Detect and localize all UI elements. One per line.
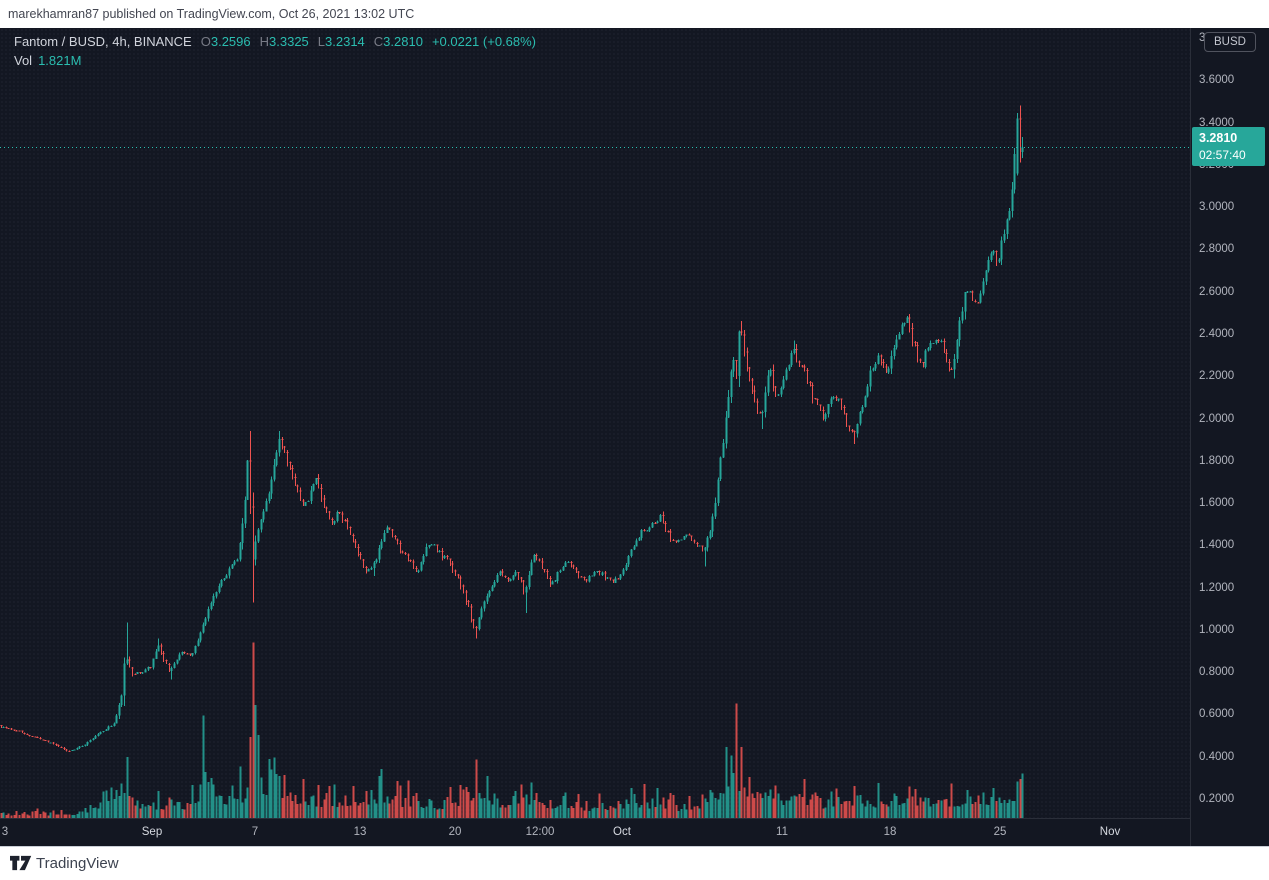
time-tick-label: Oct bbox=[613, 826, 631, 838]
tradingview-logo-icon[interactable] bbox=[10, 853, 32, 878]
ohlc-value: 3.2596 bbox=[210, 34, 251, 49]
published-text: marekhamran87 published on TradingView.c… bbox=[8, 7, 415, 21]
ohlc-value: 3.3325 bbox=[269, 34, 309, 49]
price-tick-label: 0.8000 bbox=[1199, 666, 1235, 679]
price-tick-label: 3.6000 bbox=[1199, 74, 1235, 87]
time-tick-label: 11 bbox=[776, 826, 788, 838]
tradingview-wordmark[interactable]: TradingView bbox=[36, 855, 119, 872]
price-tick-label: 0.2000 bbox=[1199, 793, 1235, 805]
price-tick-label: 0.6000 bbox=[1199, 708, 1235, 721]
time-tick-label: Sep bbox=[141, 826, 163, 838]
time-tick-label: 13 bbox=[353, 826, 367, 838]
price-axis[interactable]: 3.80003.60003.40003.20003.00002.80002.60… bbox=[1190, 28, 1269, 846]
time-tick-label: 20 bbox=[448, 826, 462, 838]
price-tick-label: 1.2000 bbox=[1199, 581, 1235, 594]
price-tick-label: 2.8000 bbox=[1199, 243, 1235, 256]
price-tick-label: 2.2000 bbox=[1199, 370, 1235, 383]
price-tick-label: 2.4000 bbox=[1199, 327, 1235, 340]
published-bar: marekhamran87 published on TradingView.c… bbox=[0, 0, 1269, 28]
time-tick-label: 25 bbox=[993, 826, 1007, 838]
price-tick-label: 1.6000 bbox=[1199, 497, 1235, 509]
footer-bar: TradingView bbox=[0, 846, 1269, 880]
ohlc-key: O bbox=[200, 34, 211, 49]
price-tick-label: 0.4000 bbox=[1199, 750, 1235, 763]
ohlc-key: H bbox=[259, 34, 270, 49]
price-tick-label: 1.0000 bbox=[1199, 623, 1235, 636]
ohlc-value: 3.2314 bbox=[325, 34, 365, 49]
time-tick-label: Nov bbox=[1099, 826, 1121, 838]
symbol-title[interactable]: Fantom / BUSD, 4h, BINANCE bbox=[14, 34, 192, 49]
price-tick-label: 1.4000 bbox=[1199, 539, 1235, 552]
last-price-value: 3.2810 bbox=[1199, 130, 1238, 145]
time-tick-label: 12:00 bbox=[525, 826, 555, 838]
chart-area: Fantom / BUSD, 4h, BINANCE O3.2596 H3.3325… bbox=[0, 28, 1269, 846]
time-axis[interactable]: 3 Sep 7 13 20 12:00 Oct 11 18 25 Nov bbox=[0, 818, 1190, 846]
ohlc-key: L bbox=[317, 34, 326, 49]
price-tick-label: 3.4000 bbox=[1199, 116, 1235, 129]
price-chart-canvas[interactable] bbox=[0, 28, 1190, 818]
bar-countdown: 02:57:40 bbox=[1199, 147, 1246, 162]
time-tick-label: 18 bbox=[883, 826, 897, 838]
time-tick-label: 3 bbox=[1, 826, 9, 838]
volume-label: Vol bbox=[14, 53, 33, 68]
ohlc-value: 3.2810 bbox=[383, 34, 423, 49]
last-price-badge: 3.2810 02:57:40 bbox=[1192, 126, 1265, 166]
change-value: +0.0221 (+0.68%) bbox=[431, 34, 537, 49]
price-tick-label: 1.8000 bbox=[1199, 454, 1235, 467]
price-tick-label: 2.0000 bbox=[1199, 412, 1235, 425]
chart-legend: Fantom / BUSD, 4h, BINANCE O3.2596 H3.3325… bbox=[14, 34, 536, 68]
price-tick-label: 2.6000 bbox=[1199, 285, 1235, 298]
volume-value: 1.821M bbox=[38, 53, 82, 68]
currency-badge[interactable]: BUSD bbox=[1204, 32, 1256, 52]
ohlc-key: C bbox=[373, 34, 384, 49]
price-tick-label: 3.0000 bbox=[1199, 201, 1235, 214]
time-tick-label: 7 bbox=[251, 826, 259, 838]
